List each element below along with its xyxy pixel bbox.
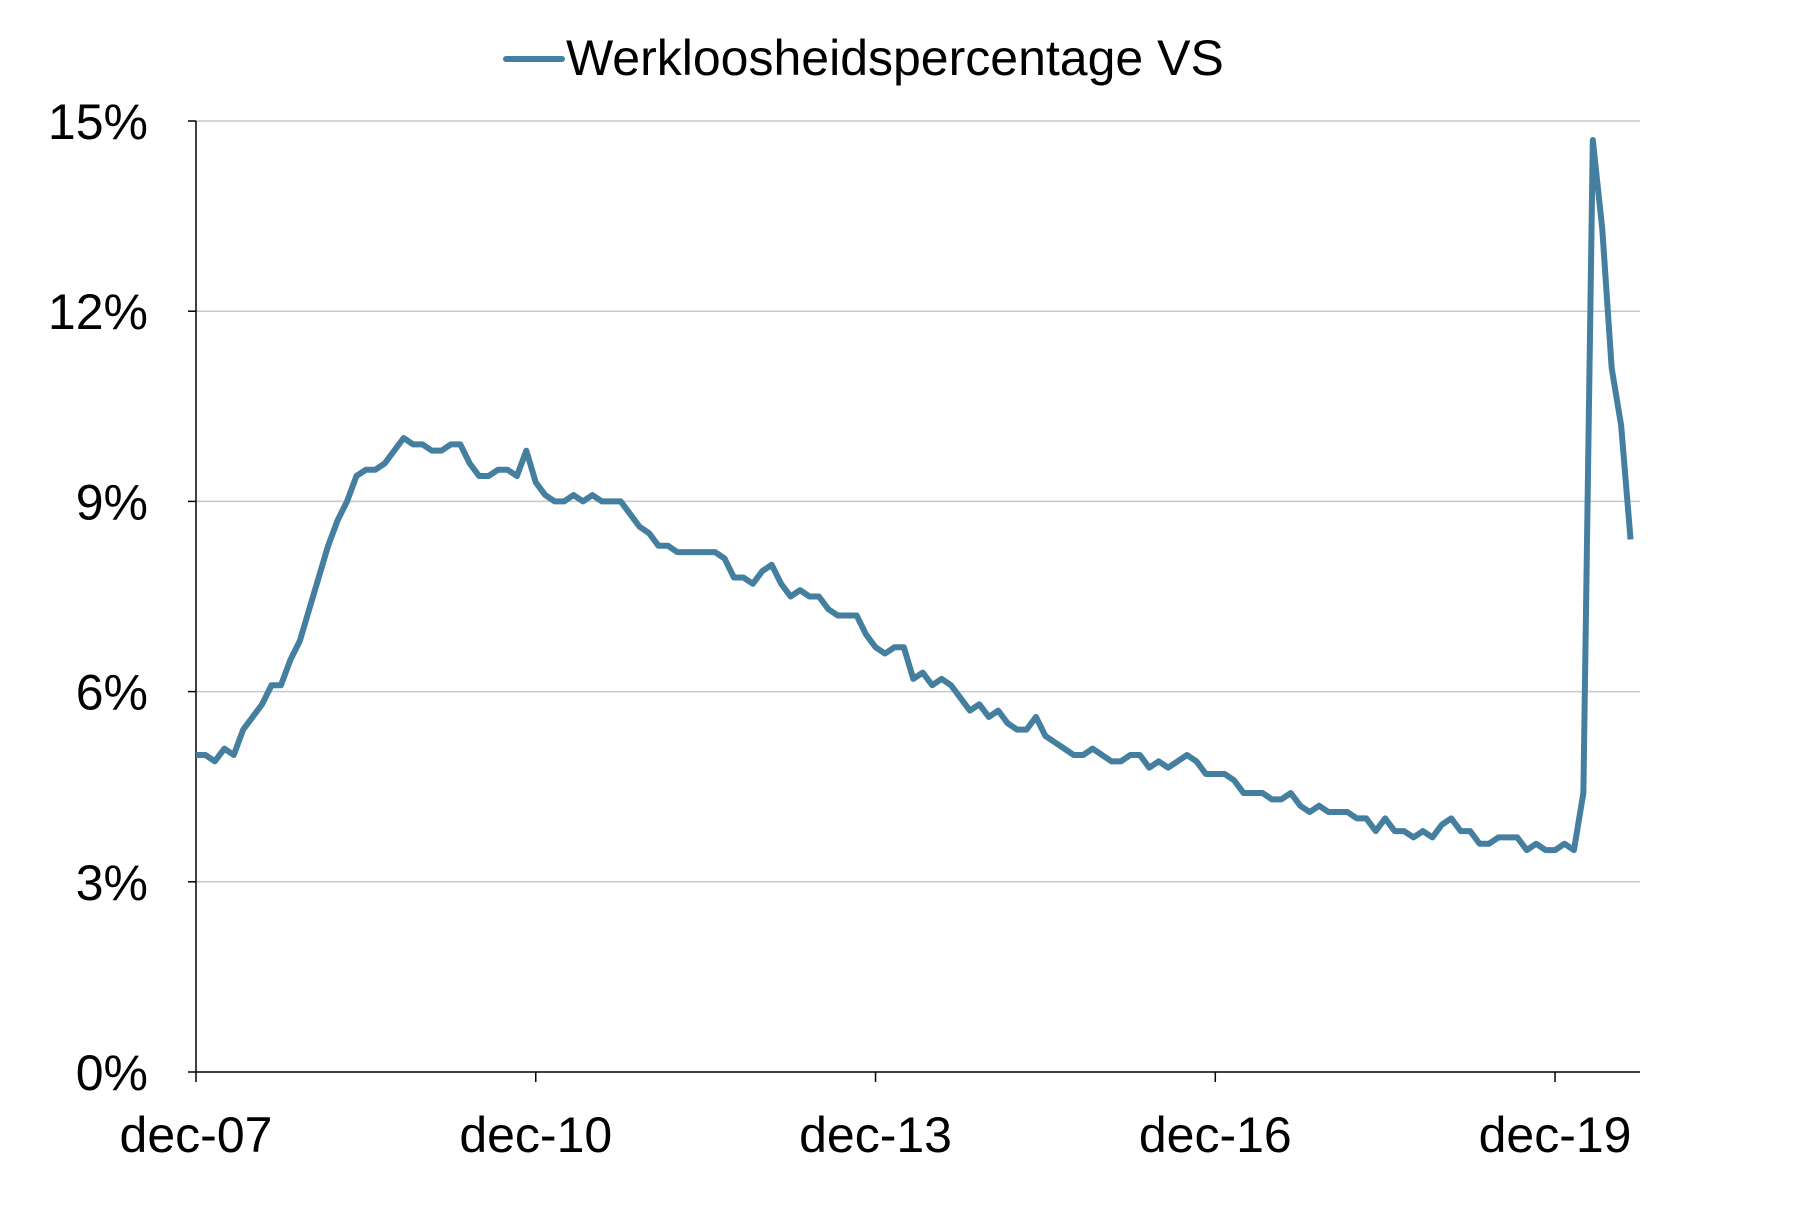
tick-labels: 0% 3% 6% 9% 12% 15% dec-07 dec-10 dec-13 dec-16 de…: [48, 94, 1632, 1163]
x-tick-label: dec-16: [1139, 1107, 1292, 1163]
y-tick-label: 6%: [76, 665, 148, 721]
y-tick-label: 9%: [76, 474, 148, 530]
y-tick-label: 12%: [48, 284, 148, 340]
x-tick-label: dec-10: [459, 1107, 612, 1163]
y-tick-label: 0%: [76, 1045, 148, 1101]
series-line: [196, 137, 1634, 854]
legend: Werkloosheidspercentage VS: [503, 30, 1224, 86]
x-tick-label: dec-13: [799, 1107, 952, 1163]
axes: [188, 120, 1640, 1082]
x-tick-label: dec-19: [1479, 1107, 1632, 1163]
y-tick-label: 15%: [48, 94, 148, 150]
series-layer: [196, 137, 1634, 854]
legend-label: Werkloosheidspercentage VS: [566, 30, 1224, 86]
gridlines: [196, 120, 1640, 883]
y-tick-label: 3%: [76, 855, 148, 911]
x-tick-label: dec-07: [120, 1107, 273, 1163]
